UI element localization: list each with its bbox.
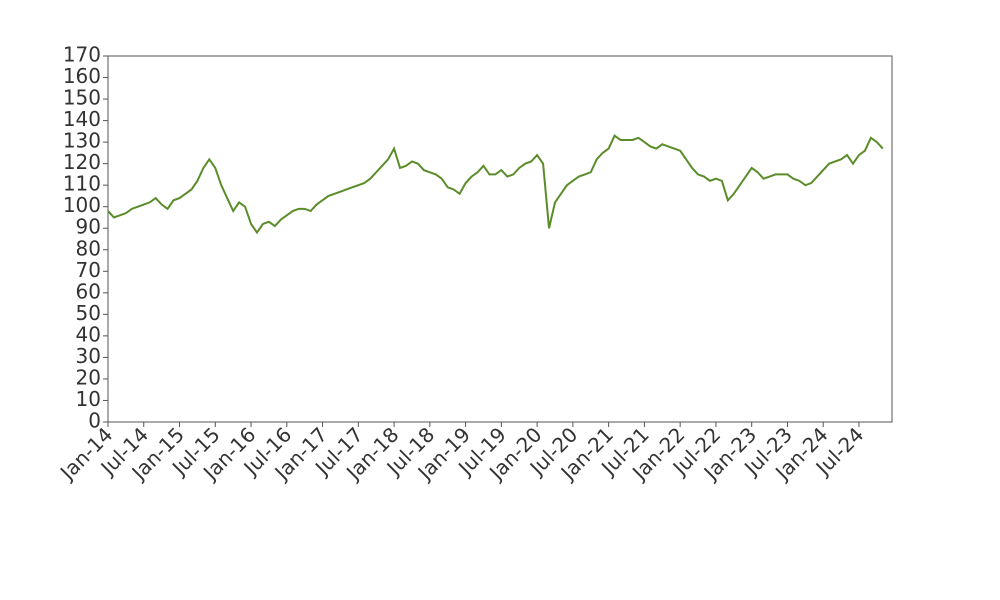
y-tick-label: 50 [76,301,101,325]
y-tick-label: 130 [63,129,101,153]
y-tick-label: 80 [76,236,101,260]
y-tick-label: 30 [76,344,101,368]
y-tick-label: 60 [76,279,101,303]
y-tick-label: 70 [76,258,101,282]
y-tick-label: 110 [63,172,101,196]
y-tick-label: 120 [63,150,101,174]
y-tick-label: 10 [76,387,101,411]
y-tick-label: 140 [63,107,101,131]
plot-frame [107,55,893,423]
y-tick-label: 40 [76,322,101,346]
y-tick-label: 100 [63,193,101,217]
y-tick-label: 170 [63,43,101,67]
y-tick-label: 90 [76,215,101,239]
y-tick-label: 160 [63,64,101,88]
y-tick-label: 20 [76,365,101,389]
data-line [107,134,884,235]
y-tick-label: 0 [88,409,101,433]
y-tick-label: 150 [63,86,101,110]
